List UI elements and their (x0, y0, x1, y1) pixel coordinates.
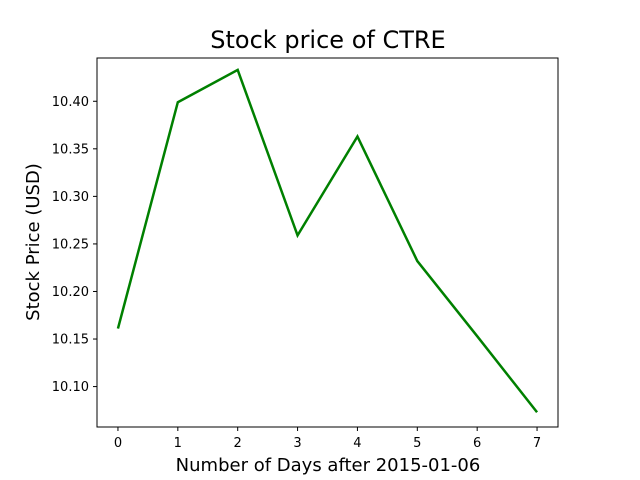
x-tick-label: 0 (114, 436, 122, 451)
x-tick-label: 3 (293, 436, 301, 451)
x-tick-label: 7 (533, 436, 541, 451)
x-axis-label: Number of Days after 2015-01-06 (176, 455, 481, 476)
y-tick-label: 10.20 (52, 285, 89, 300)
x-axis-ticks: 0 1 2 3 4 5 6 7 (114, 427, 541, 451)
y-tick-label: 10.35 (52, 142, 89, 157)
x-tick-label: 5 (413, 436, 421, 451)
chart-title: Stock price of CTRE (210, 26, 445, 54)
y-tick-label: 10.15 (52, 333, 89, 348)
series-layer (116, 68, 539, 414)
series-line (116, 68, 539, 414)
x-tick-label: 6 (473, 436, 481, 451)
y-axis-ticks: 10.10 10.15 10.20 10.25 10.30 10.35 10.40 (52, 95, 97, 395)
y-axis-label: Stock Price (USD) (23, 163, 44, 321)
plot-frame (96, 57, 559, 428)
y-tick-label: 10.25 (52, 237, 89, 252)
x-tick-label: 2 (234, 436, 242, 451)
y-tick-label: 10.30 (52, 190, 89, 205)
x-tick-label: 1 (174, 436, 182, 451)
y-tick-label: 10.10 (52, 380, 89, 395)
y-tick-label: 10.40 (52, 95, 89, 110)
x-tick-label: 4 (353, 436, 361, 451)
